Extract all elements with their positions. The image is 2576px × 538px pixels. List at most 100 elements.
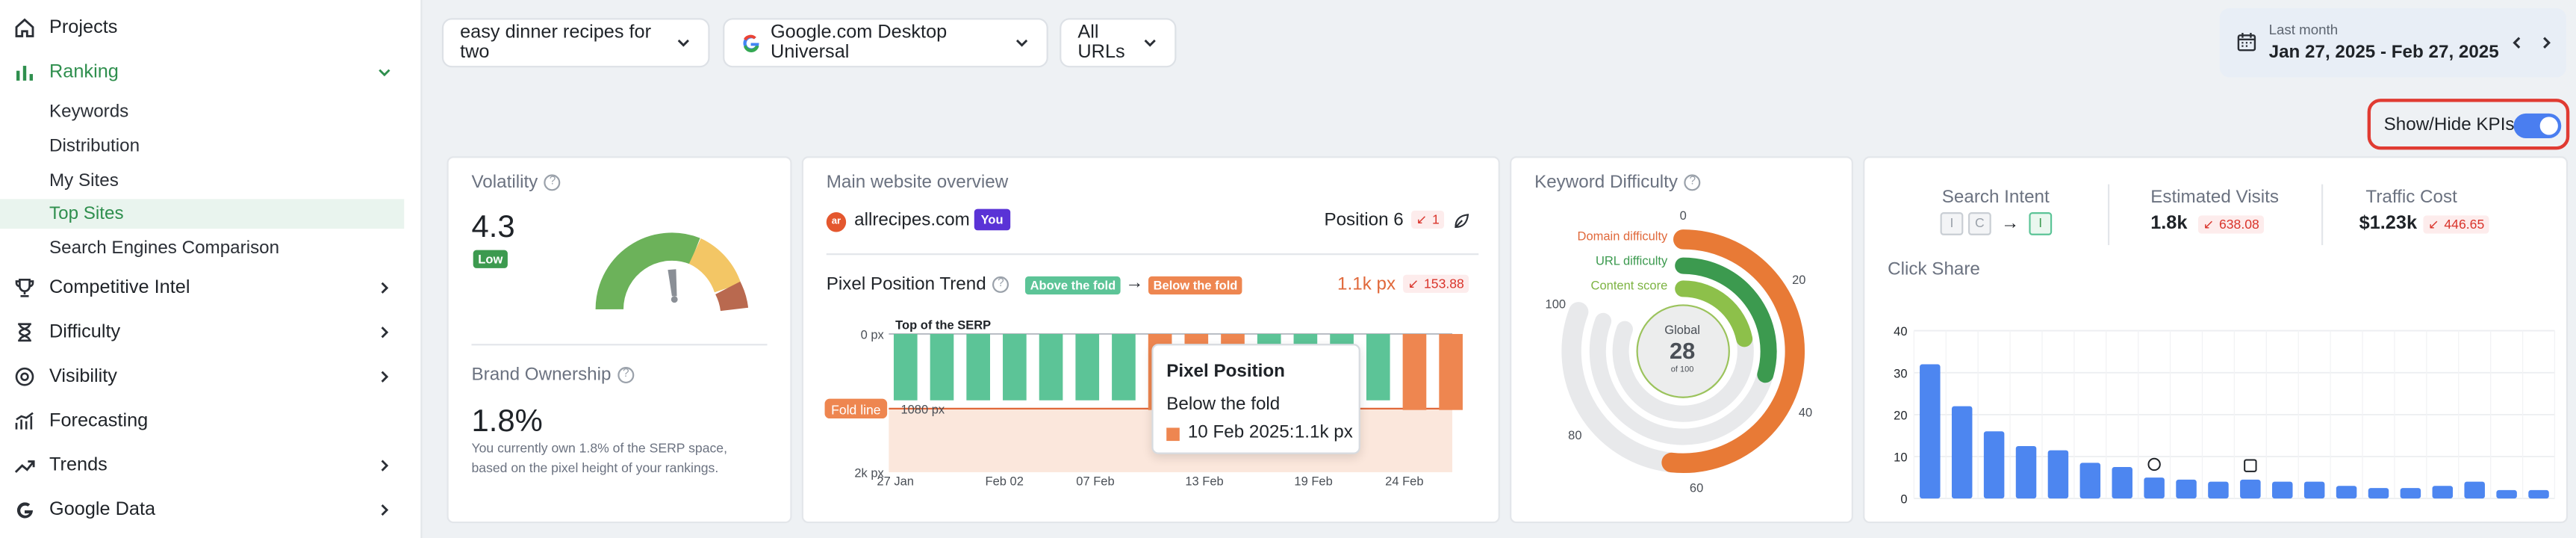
date-range-picker[interactable]: Last month Jan 27, 2025 - Feb 27, 2025 xyxy=(2219,8,2566,78)
divider xyxy=(471,344,768,346)
sidebar-subitem-search-engines-comparison[interactable]: Search Engines Comparison xyxy=(49,238,280,259)
brand-ownership-desc-line2: based on the pixel height of your rankin… xyxy=(471,460,719,476)
y-tick-label: 1080 px xyxy=(900,403,945,416)
x-tick-label: 13 Feb xyxy=(1185,475,1223,487)
pixel-bar xyxy=(1003,333,1027,401)
arrow-down-left-icon: ↙ xyxy=(1407,276,1419,291)
volatility-title: Volatility xyxy=(471,173,538,193)
kpi-toggle-switch[interactable] xyxy=(2513,113,2562,138)
sidebar-item-google-data[interactable]: Google Data xyxy=(13,492,389,528)
y-tick-label: 30 xyxy=(1894,367,1907,380)
sidebar-item-label: Difficulty xyxy=(49,322,121,342)
x-tick-label: Feb 02 xyxy=(986,475,1024,487)
help-icon[interactable]: ? xyxy=(617,367,635,384)
click-share-bar xyxy=(2368,488,2389,499)
video-feature-icon xyxy=(2244,459,2257,472)
kd-tick-label: 20 xyxy=(1792,273,1805,287)
next-period-button[interactable] xyxy=(2536,33,2556,52)
y-tick-label: 2k px xyxy=(854,467,884,480)
kd-legend-url: URL difficulty xyxy=(1595,253,1668,268)
sidebar-item-label: Google Data xyxy=(49,500,156,520)
click-share-bar xyxy=(2144,477,2165,499)
search-intent-chips: I C → I xyxy=(1940,212,2053,235)
urls-dropdown[interactable]: All URLs xyxy=(1060,18,1177,68)
calendar-icon xyxy=(2236,31,2258,53)
arrow-right-icon: → xyxy=(1125,273,1144,293)
arrow-down-left-icon: ↙ xyxy=(2203,217,2215,232)
pixel-bar xyxy=(1112,333,1136,401)
divider xyxy=(826,253,1479,256)
sidebar: Projects Ranking Keywords Distribution M… xyxy=(0,0,423,538)
y-tick-label: 40 xyxy=(1894,325,1907,338)
sidebar-subitem-distribution[interactable]: Distribution xyxy=(49,136,140,157)
trending-up-icon xyxy=(13,454,37,477)
pixel-change: ↙ 153.88 xyxy=(1403,274,1469,293)
sidebar-subitem-keywords[interactable]: Keywords xyxy=(49,102,129,122)
sidebar-item-label: Projects xyxy=(49,18,118,38)
kd-legend-domain: Domain difficulty xyxy=(1577,229,1668,244)
click-share-bar xyxy=(2208,481,2229,499)
sidebar-subitem-my-sites[interactable]: My Sites xyxy=(49,170,119,191)
pixel-bar xyxy=(966,333,990,401)
volatility-title-row: Volatility ? xyxy=(471,173,561,193)
x-tick-label: 19 Feb xyxy=(1294,475,1332,487)
tooltip-title: Pixel Position xyxy=(1166,362,1285,382)
kd-global-label: Global xyxy=(1664,322,1700,338)
search-engine-dropdown[interactable]: Google.com Desktop Universal xyxy=(723,18,1048,68)
fold-line-badge xyxy=(824,398,888,419)
keyword-dropdown[interactable]: easy dinner recipes for two xyxy=(441,18,710,68)
traffic-cost-change-value: 446.65 xyxy=(2444,217,2485,232)
intent-chip: C xyxy=(1967,212,1991,235)
estimated-visits-title: Estimated Visits xyxy=(2150,188,2279,208)
tooltip-date: 10 Feb 2025: xyxy=(1187,422,1295,443)
click-share-bar xyxy=(2464,481,2485,499)
forecast-chart-icon xyxy=(13,409,37,433)
kd-url-arc xyxy=(1675,257,1777,383)
chevron-down-icon xyxy=(1142,34,1158,51)
trophy-icon xyxy=(13,276,37,300)
intent-chip: I xyxy=(2029,212,2053,235)
kd-domain-arc xyxy=(1661,229,1805,473)
kpi-toggle-highlight xyxy=(2367,99,2570,150)
click-share-bar xyxy=(1951,406,1973,499)
tooltip-status: Below the fold xyxy=(1166,395,1281,415)
sidebar-item-label: Forecasting xyxy=(49,411,149,431)
kpi-toggle-label: Show/Hide KPIs xyxy=(2383,115,2515,135)
sidebar-subitem-top-sites[interactable]: Top Sites xyxy=(0,199,405,229)
chevron-right-icon xyxy=(375,367,394,386)
divider xyxy=(2107,184,2110,246)
sidebar-item-label: Competitive Intel xyxy=(49,278,190,298)
you-badge: You xyxy=(974,208,1010,231)
sidebar-item-forecasting[interactable]: Forecasting xyxy=(13,403,149,439)
click-share-bar xyxy=(2432,486,2454,499)
sidebar-item-competitive-intel[interactable]: Competitive Intel xyxy=(13,270,389,306)
top-of-serp-label: Top of the SERP xyxy=(895,318,991,332)
brand-ownership-title-row: Brand Ownership ? xyxy=(471,365,635,385)
help-icon[interactable]: ? xyxy=(544,174,561,191)
arrow-right-icon: → xyxy=(2000,214,2020,234)
video-feature-icon-shape xyxy=(2244,459,2257,472)
pixel-bar xyxy=(1039,333,1063,401)
fold-line-label: Fold line xyxy=(831,403,880,418)
traffic-cost-value: $1.23k xyxy=(2359,214,2418,234)
sidebar-item-projects[interactable]: Projects xyxy=(13,10,118,46)
click-share-bar xyxy=(2176,479,2197,499)
click-share-bar xyxy=(2528,489,2549,499)
site-domain[interactable]: allrecipes.com xyxy=(854,210,970,231)
sidebar-item-trends[interactable]: Trends xyxy=(13,448,389,483)
sidebar-item-visibility[interactable]: Visibility xyxy=(13,359,389,395)
pixel-trend-title-row: Pixel Position Trend ? xyxy=(827,275,1009,294)
click-share-bar xyxy=(2272,481,2293,499)
click-share-bar xyxy=(2112,467,2132,499)
chevron-down-icon xyxy=(375,63,394,82)
help-icon[interactable]: ? xyxy=(1684,174,1701,191)
sidebar-item-ranking[interactable]: Ranking xyxy=(13,55,391,90)
click-share-bar xyxy=(2079,463,2101,499)
click-share-title: Click Share xyxy=(1888,259,1980,280)
pixel-bar xyxy=(1402,333,1427,410)
help-icon[interactable]: ? xyxy=(992,276,1009,293)
volatility-value: 4.3 xyxy=(471,210,515,246)
sidebar-item-difficulty[interactable]: Difficulty xyxy=(13,315,389,350)
previous-period-button[interactable] xyxy=(2507,33,2527,52)
y-tick-label: 0 px xyxy=(861,329,885,342)
